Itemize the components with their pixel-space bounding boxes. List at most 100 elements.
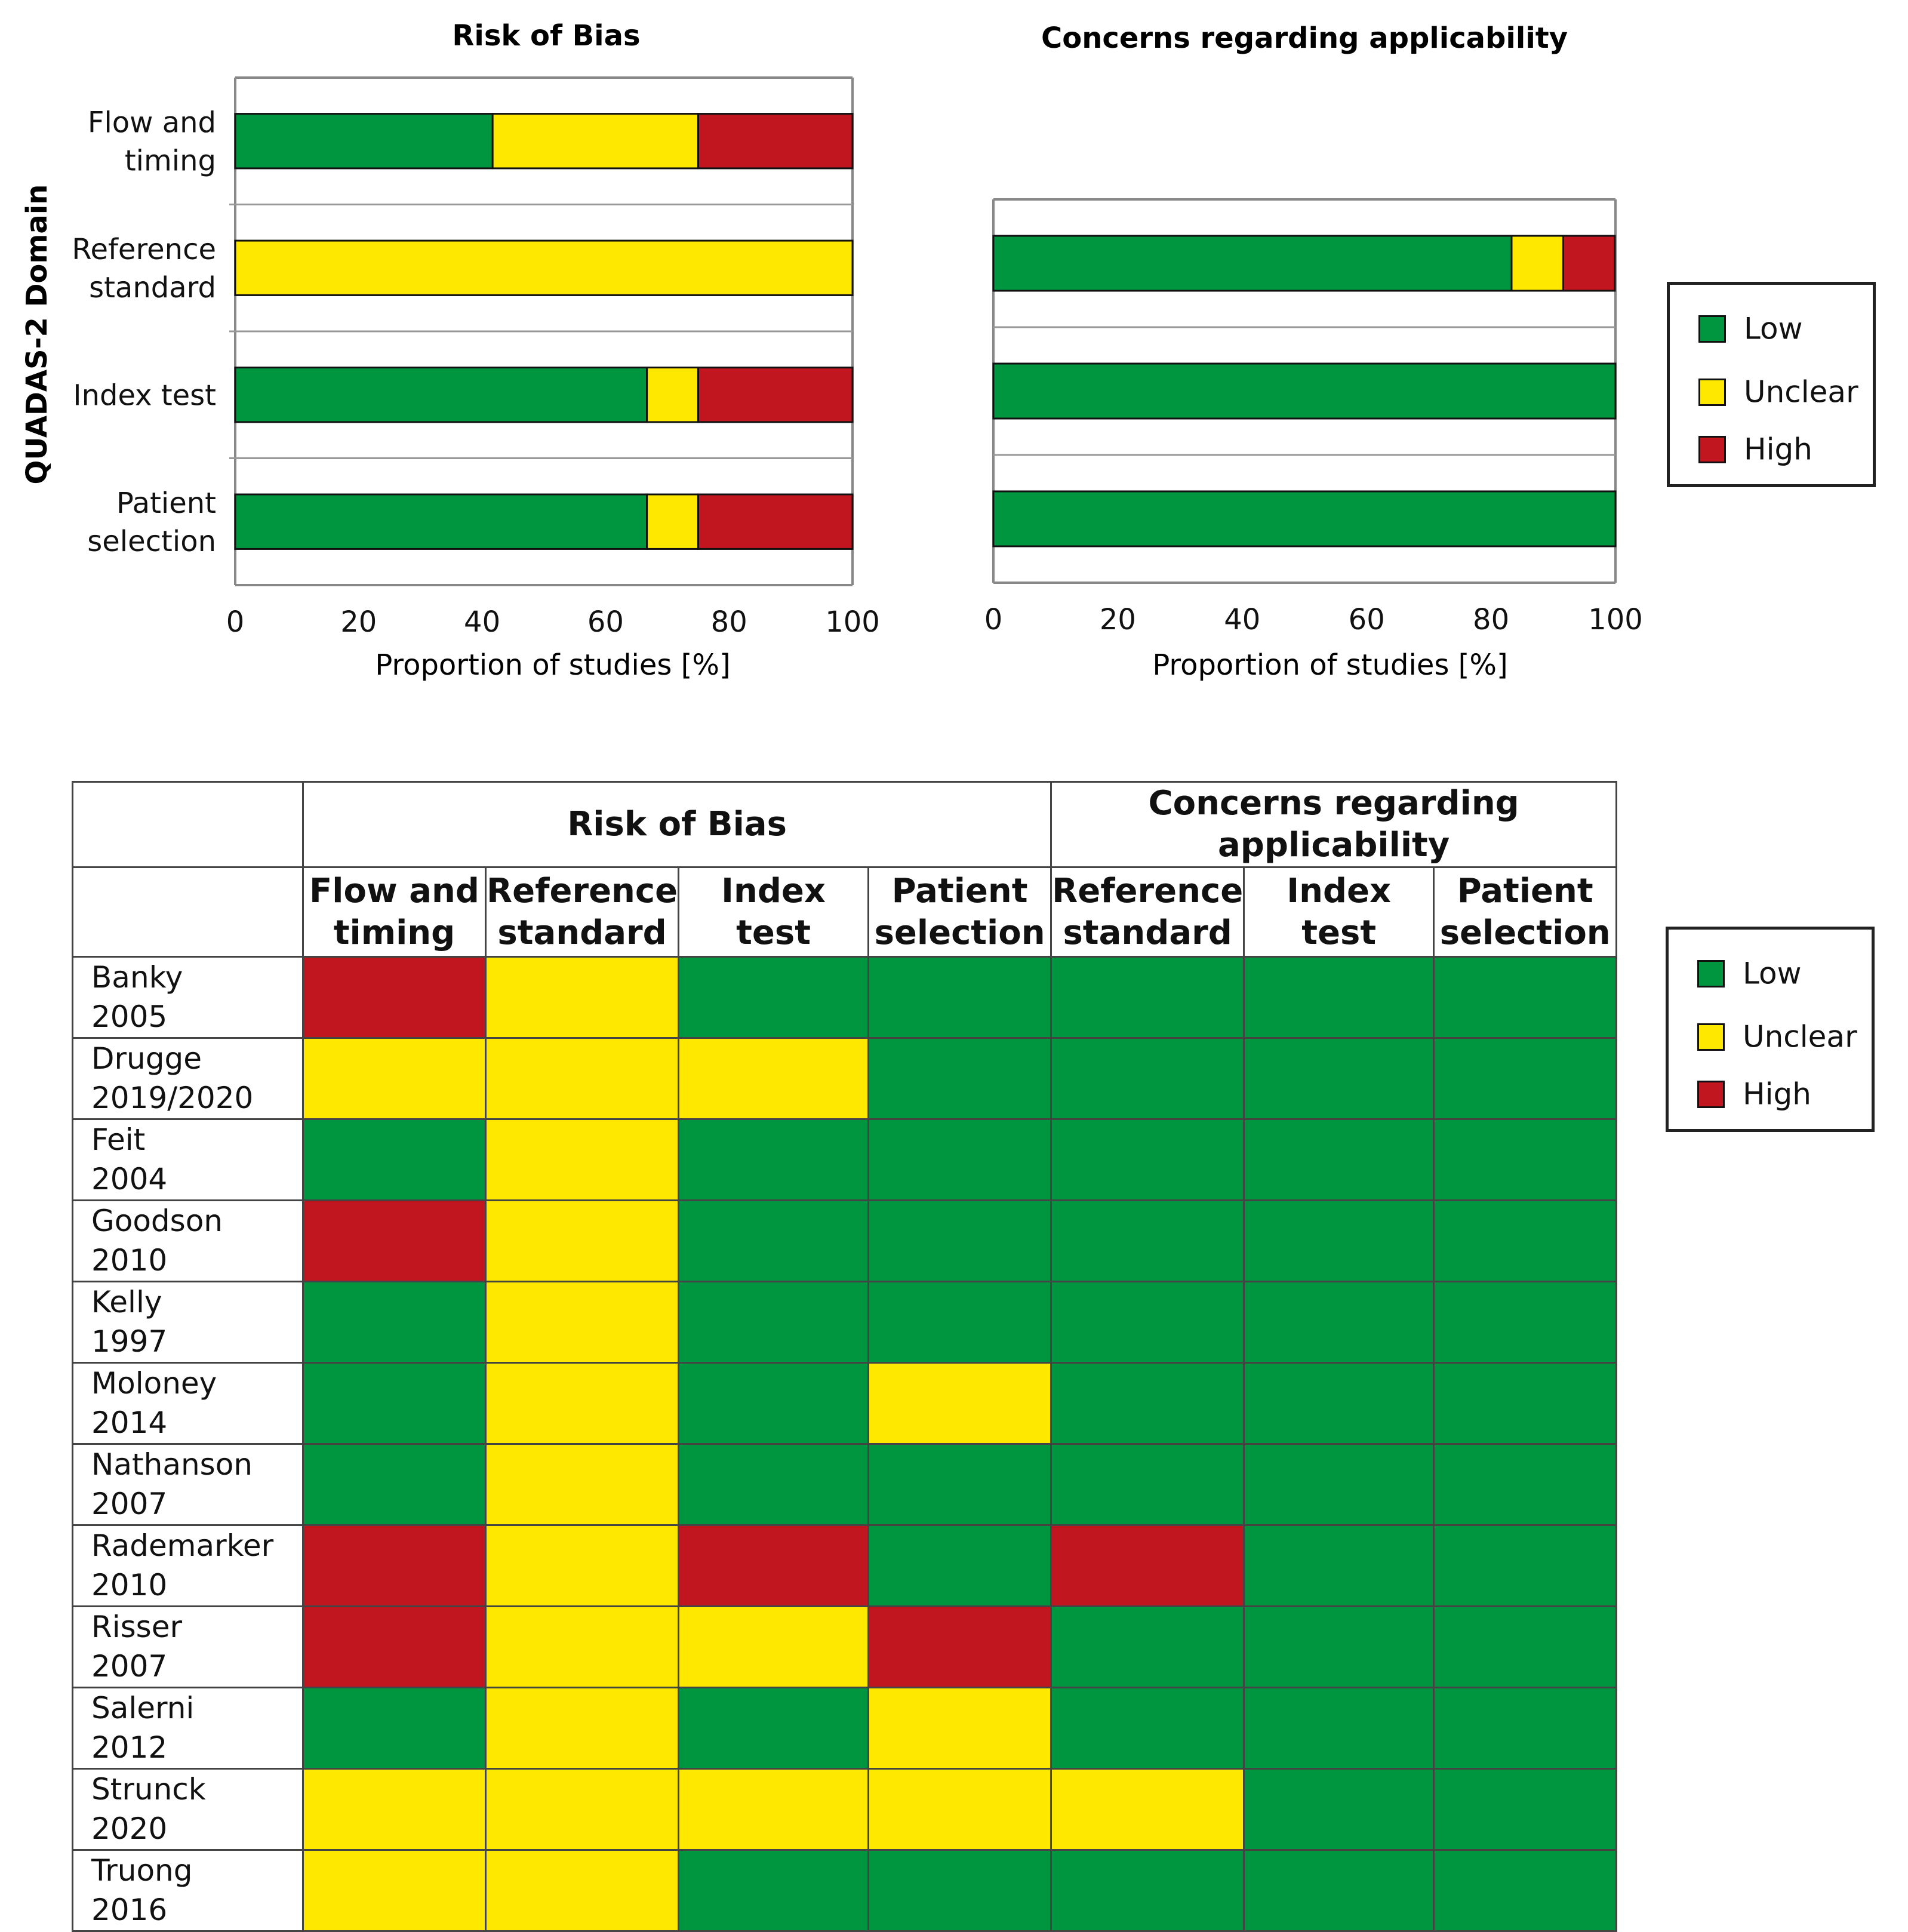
risk-bar-flow-and-timing-low: [234, 113, 494, 170]
rating-cell-unclear: [484, 1443, 680, 1526]
legend2-item-low: Low: [1697, 953, 1802, 991]
study-year: 2007: [91, 1487, 168, 1521]
rating-cell-low: [678, 1849, 870, 1932]
study-cell: Moloney 2014: [72, 1362, 304, 1445]
table-row: Feit 2004: [72, 1118, 1618, 1201]
table-row: Strunck 2020: [72, 1768, 1618, 1851]
rating-cell-low: [1050, 1443, 1245, 1526]
risk-bar-index-test-unclear: [646, 367, 699, 423]
risk-x-tick-label: 100: [825, 605, 880, 639]
study-name: Nathanson: [91, 1447, 253, 1482]
risk-bar-patient-selection-high: [697, 493, 854, 550]
rating-cell-unclear: [302, 1037, 487, 1120]
rating-cell-low: [1433, 1199, 1618, 1282]
legend-bottom: Low Unclear High: [1666, 927, 1875, 1132]
rating-cell-low: [1243, 1037, 1435, 1120]
study-year: 2010: [91, 1568, 168, 1602]
risk-category-label: Reference: [72, 233, 216, 266]
rating-cell-low: [1433, 1281, 1618, 1364]
risk-bar-index-test-low: [234, 367, 648, 423]
study-name: Kelly: [91, 1285, 162, 1319]
rating-cell-low: [1433, 956, 1618, 1039]
rating-cell-unclear: [678, 1037, 870, 1120]
study-year: 1997: [91, 1324, 168, 1359]
legend2-swatch-unclear: [1697, 1023, 1725, 1051]
rating-cell-low: [1433, 1605, 1618, 1688]
rating-cell-low: [1050, 1199, 1245, 1282]
column-header-line: standard: [1063, 913, 1232, 952]
study-name: Drugge: [91, 1041, 202, 1076]
risk-of-bias-bar-chart: Flow and timing Reference standard Index tes…: [72, 76, 880, 639]
applicability-bar-index-test-low: [992, 362, 1617, 420]
rating-cell-low: [1433, 1768, 1618, 1851]
column-header-line: selection: [874, 913, 1045, 952]
rating-cell-low: [1433, 1443, 1618, 1526]
rating-cell-low: [1433, 1362, 1618, 1445]
risk-x-tick-label: 80: [711, 605, 747, 639]
legend2-item-high: High: [1697, 1074, 1811, 1112]
rating-cell-low: [678, 1281, 870, 1364]
rating-cell-unclear: [484, 1687, 680, 1770]
applicability-x-tick-label: 20: [1100, 603, 1136, 636]
table-row: Risser 2007: [72, 1605, 1618, 1688]
rating-cell-low: [1050, 1362, 1245, 1445]
column-header-line: timing: [333, 913, 456, 952]
risk-x-tick-label: 40: [464, 605, 500, 639]
legend2-swatch-low: [1697, 959, 1725, 987]
column-header: Patient selection: [867, 866, 1053, 958]
rating-cell-unclear: [484, 1037, 680, 1120]
legend-label-unclear: Unclear: [1744, 374, 1858, 410]
study-year: 2019/2020: [91, 1081, 254, 1115]
risk-bar-flow-and-timing-high: [697, 113, 854, 170]
legend-item-high: High: [1698, 429, 1812, 467]
risk-x-tick-label: 60: [587, 605, 624, 639]
applicability-bar-chart: 0 20 40 60 80 100: [984, 198, 1643, 636]
risk-category-label: timing: [125, 144, 216, 177]
rating-cell-unclear: [867, 1362, 1053, 1445]
column-header: Flow and timing: [302, 866, 487, 958]
risk-category-label: Flow and: [88, 106, 216, 139]
column-header: Patient selection: [1433, 866, 1618, 958]
study-year: 2012: [91, 1730, 168, 1765]
legend2-label-low: Low: [1743, 956, 1802, 991]
legend2-label-unclear: Unclear: [1743, 1019, 1857, 1054]
risk-bar-index-test-high: [697, 367, 854, 423]
column-header-line: Flow and: [309, 871, 479, 910]
group-header-risk-of-bias: Risk of Bias: [301, 781, 1053, 868]
rating-cell-low: [1433, 1037, 1618, 1120]
rob-table: Risk of Bias Concerns regarding applicab…: [72, 781, 1618, 1932]
table-row: Moloney 2014: [72, 1362, 1618, 1445]
study-year: 2020: [91, 1811, 168, 1846]
risk-chart-title: Risk of Bias: [452, 19, 640, 53]
legend-label-high: High: [1744, 432, 1812, 467]
rating-cell-low: [1433, 1687, 1618, 1770]
rating-cell-low: [1243, 1118, 1435, 1201]
rating-cell-low: [678, 1118, 870, 1201]
study-name: Strunck: [91, 1772, 206, 1807]
rating-cell-low: [1243, 1768, 1435, 1851]
study-cell: Strunck 2020: [72, 1768, 304, 1851]
table-row: Banky 2005: [72, 956, 1618, 1039]
rating-cell-low: [1050, 1605, 1245, 1688]
column-header: Index test: [1243, 866, 1435, 958]
legend-item-unclear: Unclear: [1698, 372, 1858, 410]
rating-cell-low: [1243, 1362, 1435, 1445]
rating-cell-unclear: [867, 1768, 1053, 1851]
rating-cell-low: [1050, 956, 1245, 1039]
rating-cell-high: [302, 956, 487, 1039]
rating-cell-unclear: [484, 956, 680, 1039]
rating-cell-unclear: [484, 1849, 680, 1932]
risk-category-label: selection: [87, 525, 216, 558]
legend-swatch-unclear: [1698, 378, 1726, 406]
summary-charts: Risk of Bias Concerns regarding applicab…: [20, 19, 1643, 682]
rating-cell-low: [867, 1443, 1053, 1526]
applicability-chart-title: Concerns regarding applicability: [1041, 21, 1568, 55]
applicability-x-tick-label: 60: [1349, 603, 1385, 636]
rating-cell-low: [1050, 1037, 1245, 1120]
table-row: Rademarker 2010: [72, 1524, 1618, 1607]
column-header-line: Reference: [487, 871, 678, 910]
rating-cell-low: [1050, 1849, 1245, 1932]
study-cell: Truong 2016: [72, 1849, 304, 1932]
rating-cell-unclear: [1050, 1768, 1245, 1851]
table-row: Nathanson 2007: [72, 1443, 1618, 1526]
